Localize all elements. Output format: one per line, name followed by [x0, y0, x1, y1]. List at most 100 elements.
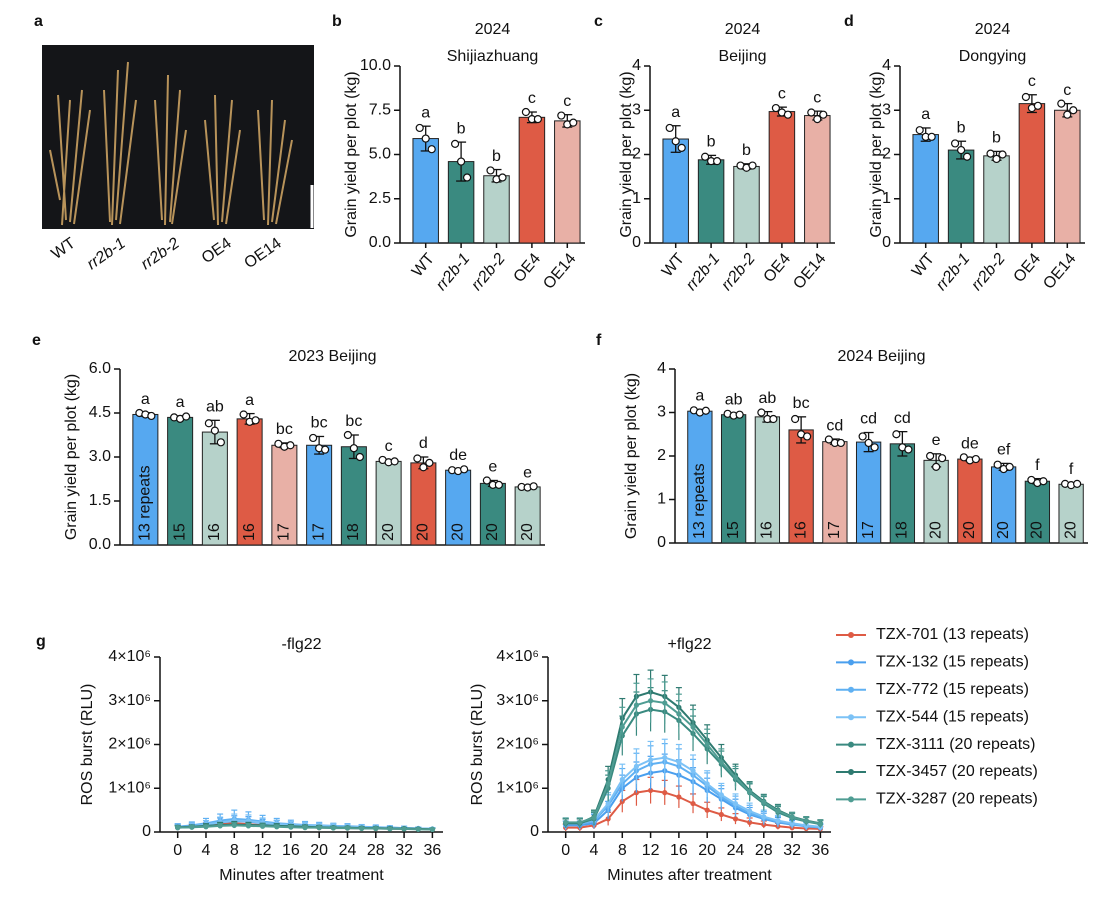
legend-marker: [848, 741, 854, 748]
data-point: [938, 454, 947, 463]
panel-letter: e: [32, 332, 41, 349]
data-point: [591, 814, 597, 821]
chart-title: 2023 Beijing: [288, 348, 376, 365]
legend-marker: [848, 796, 854, 803]
significance-letter: c: [1063, 82, 1071, 99]
data-point: [633, 763, 640, 769]
data-point: [344, 825, 351, 831]
y-tick-label: 7.5: [369, 101, 391, 118]
y-tick-label: 1: [657, 491, 666, 508]
significance-letter: b: [707, 134, 716, 151]
bar: [167, 416, 194, 546]
data-point: [288, 824, 294, 830]
y-tick-label: 1: [882, 190, 891, 207]
data-point: [1005, 462, 1014, 471]
x-tick-label: rr2b-2: [718, 250, 759, 294]
data-point: [676, 759, 682, 765]
data-point: [421, 134, 430, 143]
y-tick-label: 0: [882, 234, 891, 251]
x-tick-label: rr2b-2: [968, 250, 1009, 294]
data-point: [704, 807, 710, 813]
data-point: [971, 454, 980, 464]
significance-letter: b: [957, 119, 966, 136]
x-tick-label: rr2b-2: [468, 250, 509, 294]
y-tick-label: 4: [632, 57, 641, 74]
data-point: [771, 103, 781, 113]
bar: [687, 410, 713, 544]
data-point: [789, 820, 795, 826]
data-point: [892, 430, 901, 439]
x-tick-label: 32: [395, 842, 413, 859]
bar: [768, 111, 796, 244]
y-tick-label: 3.0: [89, 448, 111, 465]
chart-title: 2024: [725, 21, 761, 38]
data-point: [569, 118, 578, 127]
bar-label: 16: [792, 521, 809, 539]
series: [562, 678, 824, 828]
data-point: [355, 452, 364, 462]
significance-letter: de: [961, 436, 979, 453]
y-tick-label: 3×10⁶: [496, 692, 539, 709]
x-tick-label: 24: [339, 842, 357, 859]
bar: [947, 149, 975, 244]
y-axis-label: Grain yield per plot (kg): [868, 71, 885, 237]
x-tick-label: rr2b-1: [433, 250, 473, 294]
significance-letter: c: [528, 90, 536, 107]
significance-letter: a: [671, 104, 680, 121]
data-point: [343, 430, 352, 440]
x-tick-label: 20: [310, 842, 328, 859]
y-axis-label: Grain yield per plot (kg): [63, 374, 80, 540]
y-axis-label: Grain yield per plot (kg): [618, 71, 635, 237]
legend-marker: [848, 659, 854, 666]
data-point: [147, 411, 156, 421]
data-point: [349, 444, 358, 453]
data-point: [926, 451, 935, 461]
data-point: [460, 465, 469, 474]
y-tick-label: 10.0: [360, 57, 391, 74]
y-tick-label: 4: [657, 360, 666, 377]
bar-label: 20: [415, 523, 432, 541]
x-tick-label: 20: [698, 842, 716, 859]
x-tick-label: 8: [618, 842, 627, 859]
bar-label: 20: [927, 521, 944, 539]
data-point: [231, 822, 237, 829]
y-tick-label: 2: [632, 146, 641, 163]
x-tick-label: 24: [727, 842, 745, 859]
data-point: [817, 821, 823, 827]
data-point: [819, 110, 828, 119]
bar-label: 15: [725, 521, 742, 539]
x-tick-label: rr2b-1: [933, 250, 973, 294]
y-tick-label: 2: [882, 146, 891, 163]
y-tick-label: 1×10⁶: [496, 779, 539, 796]
significance-letter: c: [385, 438, 393, 455]
bar-label: 13 repeats: [691, 463, 708, 539]
chart-title: 2024 Beijing: [837, 348, 925, 365]
data-point: [189, 824, 195, 830]
data-point: [662, 790, 668, 796]
panel-letter: d: [844, 13, 854, 30]
series: [174, 822, 436, 832]
data-point: [498, 173, 507, 182]
data-point: [732, 800, 739, 807]
y-tick-label: 2.5: [369, 190, 391, 207]
data-point: [387, 826, 393, 832]
bar: [271, 444, 298, 546]
significance-letter: f: [1069, 461, 1074, 478]
data-point: [605, 800, 611, 807]
bar-label: 20: [519, 523, 536, 541]
data-point: [647, 757, 654, 763]
x-tick-label: 4: [590, 842, 599, 859]
y-tick-label: 2: [657, 447, 666, 464]
data-point: [932, 462, 941, 471]
data-point: [647, 698, 654, 704]
bar-label: 20: [995, 521, 1012, 539]
panel-letter: f: [596, 332, 602, 349]
bar: [720, 414, 747, 544]
data-point: [962, 152, 972, 161]
data-point: [998, 150, 1007, 159]
bar-label: 18: [894, 521, 911, 539]
bar-label: 20: [961, 521, 978, 539]
bar-label: 16: [241, 523, 258, 541]
data-point: [662, 755, 668, 761]
